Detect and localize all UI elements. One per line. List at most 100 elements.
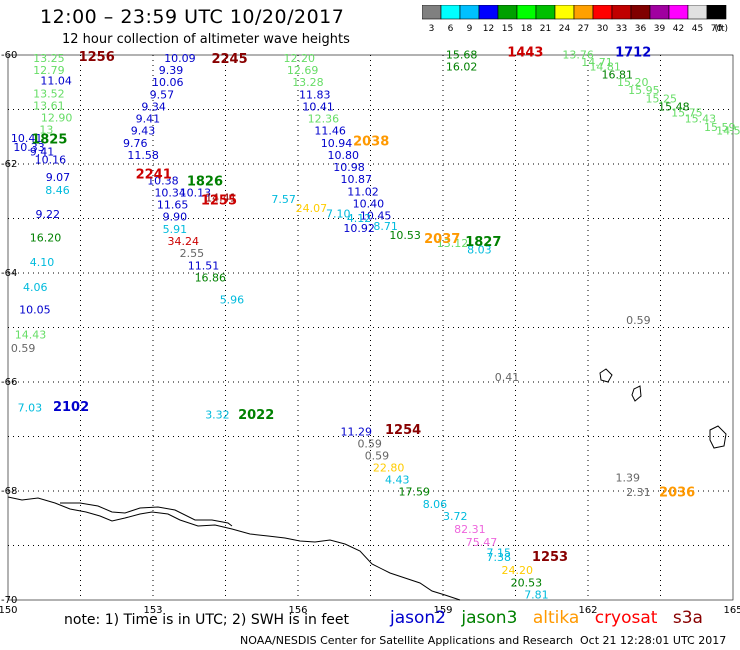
wave-height-label: 7.03 [18, 401, 42, 414]
footer-credit: NOAA/NESDIS Center for Satellite Applica… [240, 634, 574, 647]
wave-height-label: 13.12 [437, 237, 469, 250]
wave-height-label: 8.03 [467, 243, 492, 256]
legend-jason2: jason2 [390, 608, 446, 628]
wave-height-label: 9.76 [123, 137, 147, 150]
legend-jason3: jason3 [461, 608, 518, 628]
wave-height-label: 10.16 [35, 153, 66, 166]
colorbar-label: 70 [711, 24, 723, 34]
wave-height-label: 12.36 [308, 113, 340, 126]
wave-height-label: 15.75 [671, 107, 703, 120]
wave-height-label: 24.07 [296, 202, 328, 215]
wave-height-label: 14.71 [581, 56, 613, 69]
wave-height-label: 11.29 [341, 425, 373, 438]
wave-height-label: 10.09 [164, 52, 196, 65]
pass-time-label: 1253 [532, 550, 568, 565]
pass-time-label: 2036 [659, 485, 695, 500]
wave-height-label: 9.41 [30, 145, 55, 158]
wave-height-label: 4.43 [385, 473, 410, 486]
pass-time-label: 2038 [353, 134, 389, 149]
x-tick-label: 165 [723, 605, 740, 616]
wave-height-label: 15.48 [658, 101, 690, 114]
pass-time-label: 1254 [385, 423, 421, 438]
wave-height-label: 13 [39, 123, 53, 136]
wave-height-label: 14.41 [205, 192, 237, 205]
wave-height-label: 11.46 [314, 125, 346, 138]
y-tick-label: -70 [1, 595, 17, 606]
colorbar-label: 24 [559, 24, 571, 34]
wave-height-label: 3.72 [443, 510, 468, 523]
wave-height-label: 13.25 [33, 52, 64, 65]
wave-height-label: 11.51 [188, 260, 220, 273]
wave-height-label: 10.45 [360, 210, 392, 223]
wave-height-label: 15.25 [646, 92, 678, 105]
wave-height-label: 9.41 [136, 113, 161, 126]
pass-time-label: 2022 [238, 408, 274, 423]
y-tick-label: -60 [1, 50, 17, 61]
y-tick-label: -68 [1, 486, 17, 497]
wave-height-label: 0.59 [626, 314, 651, 327]
wave-height-label: 10.87 [341, 173, 373, 186]
map-subtitle: 12 hour collection of altimeter wave hei… [62, 32, 350, 47]
wave-height-label: 2.31 [626, 486, 651, 499]
wave-height-label: 4.06 [23, 281, 48, 294]
colorbar-label: 3 [429, 24, 435, 34]
colorbar-swatch [706, 5, 727, 20]
wave-height-label: 10.13 [180, 187, 212, 200]
colorbar-label: 42 [673, 24, 684, 34]
colorbar-unit: (ft) [714, 24, 728, 34]
wave-height-label: 4.12 [347, 212, 372, 225]
wave-height-label: 5.91 [163, 223, 188, 236]
wave-height-label: 13.76 [562, 48, 594, 61]
pass-time-label: 1256 [79, 50, 115, 65]
x-tick-label: 162 [578, 605, 597, 616]
wave-height-label: 10.53 [389, 229, 421, 242]
wave-height-label: 10.40 [353, 198, 385, 211]
wave-height-label: 11.65 [157, 199, 189, 212]
wave-height-label: 7.81 [524, 588, 549, 601]
wave-height-label: 22.80 [373, 461, 405, 474]
wave-height-label: 12.79 [33, 64, 64, 77]
wave-height-label: 16.02 [446, 60, 478, 73]
y-tick-label: -62 [1, 159, 17, 170]
pass-time-label: 2245 [211, 52, 247, 67]
pass-time-label: 1827 [465, 235, 501, 250]
pass-time-label: 1255 [201, 193, 237, 208]
wave-height-label: 7.57 [271, 193, 296, 206]
wave-height-label: 13.28 [292, 76, 324, 89]
pass-time-label: 1826 [187, 174, 223, 189]
wave-height-label: 9.34 [141, 101, 166, 114]
wave-height-label: 0.41 [495, 371, 520, 384]
wave-height-label: 3.32 [205, 409, 230, 422]
wave-height-label: 82.31 [454, 523, 486, 536]
wave-height-label: 9.22 [36, 208, 61, 221]
wave-height-label: 20.53 [511, 576, 542, 589]
colorbar-label: 33 [616, 24, 627, 34]
wave-height-label: 0.59 [11, 342, 36, 355]
wave-height-label: 13.52 [33, 88, 64, 101]
wave-height-label: 9.39 [159, 64, 184, 77]
colorbar-label: 21 [540, 24, 551, 34]
pass-time-label: 1825 [31, 132, 67, 147]
wave-height-label: 7.10 [326, 207, 351, 220]
coastline-inner [60, 502, 233, 527]
map-title: 12:00 – 23:59 UTC 10/20/2017 [40, 6, 345, 28]
wave-height-label: 11.83 [299, 89, 331, 102]
wave-height-label: 2.55 [180, 247, 205, 260]
colorbar-label: 18 [521, 24, 533, 34]
footer-timestamp: Oct 21 12:28:01 UTC 2017 [580, 634, 727, 647]
x-tick-label: 156 [288, 605, 307, 616]
wave-height-label: 14.53 [716, 125, 740, 138]
wave-height-label: 10.41 [11, 132, 43, 145]
wave-height-label: 0.59 [365, 449, 390, 462]
wave-height-label: 9.43 [131, 125, 156, 138]
colorbar-label: 27 [578, 24, 589, 34]
wave-height-label: 16.86 [195, 272, 227, 285]
wave-height-label: 10.34 [154, 187, 186, 200]
wave-height-label: 17.59 [399, 485, 431, 498]
graticule [8, 55, 733, 600]
wave-height-label: 10.33 [13, 141, 45, 154]
wave-height-label: 7.15 [487, 546, 512, 559]
wave-height-label: 4.10 [30, 256, 55, 269]
wave-height-label: 11.04 [40, 74, 71, 87]
wave-height-label: 75.47 [466, 536, 498, 549]
